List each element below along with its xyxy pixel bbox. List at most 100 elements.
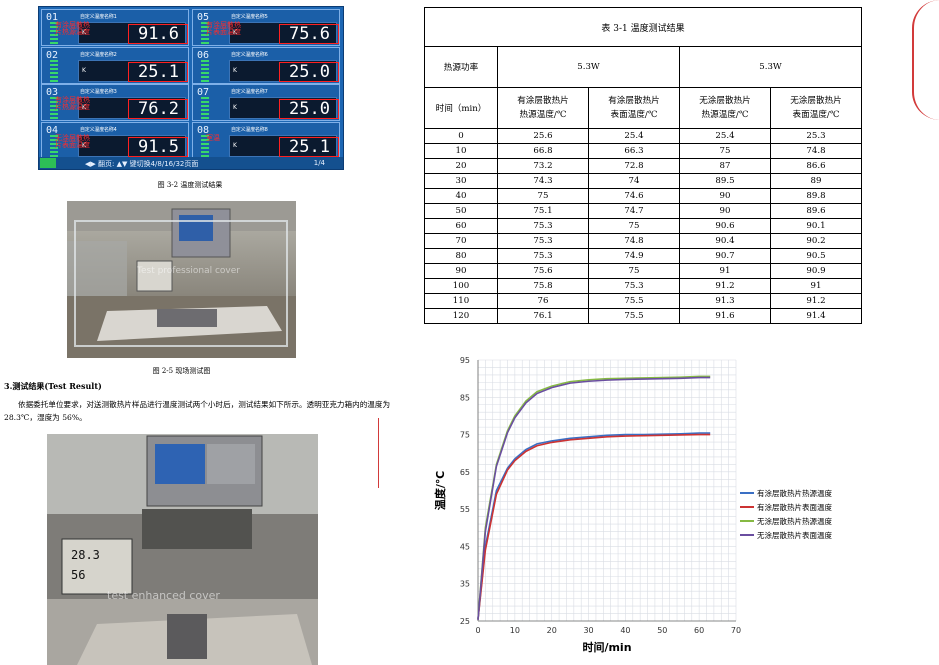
level-bar (50, 113, 58, 115)
highlight-box (128, 136, 188, 157)
table-row: 60 75.3 75 90.6 90.1 (424, 218, 862, 234)
channel-name: 自定义温度名称5 (231, 14, 268, 20)
channel-value: 91.6 (138, 24, 179, 44)
x-tick-label: 70 (731, 626, 741, 635)
channel-number: 01 (46, 12, 59, 23)
level-bar (201, 109, 209, 111)
channel-value: 25.0 (289, 99, 330, 119)
level-bar (50, 71, 58, 74)
highlight-box (279, 61, 339, 82)
channel-annotation: 有涂层散热片热源温度 (55, 21, 90, 36)
figure-caption-3-2: 图 3-2 温度测试结果 (157, 181, 223, 189)
table-row: 110 76 75.5 91.3 91.2 (424, 293, 862, 309)
section-body: 依据委托单位要求，对送测散热片样品进行温度测试两个小时后，测试结果如下所示。透明… (4, 400, 391, 422)
highlight-box (128, 24, 188, 44)
table-cell: 91.3 (679, 293, 771, 309)
table-cell: 76.1 (497, 308, 589, 324)
table-cell: 80 (424, 248, 498, 264)
channel-value: 75.6 (289, 24, 330, 44)
channel-unit: K (82, 29, 86, 36)
table-cell: 110 (424, 293, 498, 309)
channel-unit: K (82, 66, 86, 74)
table-cell: 86.6 (770, 158, 862, 174)
table-cell: 74.7 (588, 203, 680, 219)
table-cell: 89.8 (770, 188, 862, 204)
level-bar (201, 71, 209, 74)
x-axis-label: 时间/min (582, 640, 631, 654)
y-tick-label: 95 (460, 356, 470, 365)
y-tick-label: 85 (460, 393, 470, 402)
level-bar (50, 75, 58, 78)
level-bar (201, 59, 209, 62)
table-cell: 72.8 (588, 158, 680, 174)
table-cell: 120 (424, 308, 498, 324)
channel-value: 25.0 (289, 61, 330, 82)
level-bar (201, 150, 209, 153)
level-bar (50, 150, 58, 153)
channel-name: 自定义温度名称1 (80, 14, 117, 20)
channel-unit: K (233, 29, 237, 36)
channel-unit: K (233, 66, 237, 74)
table-cell: 90.9 (770, 263, 862, 279)
temperature-monitor-screen: 01 自定义温度名称1 K 91.6 有涂层散热片热源温度 02 自定义温度名称2 K 25.1… (38, 6, 344, 170)
table-cell: 91 (770, 278, 862, 294)
channel-value: 91.5 (138, 136, 179, 157)
channel-number: 07 (197, 87, 210, 98)
table-cell: 91.6 (679, 308, 771, 324)
table-cell: 75.5 (588, 308, 680, 324)
thermometer-temp: 28.3 (71, 548, 100, 562)
monitor-page-indicator: 1/4 (313, 159, 325, 167)
channel-number: 04 (46, 124, 59, 136)
level-bar (201, 67, 209, 70)
grid-icon (40, 158, 56, 168)
level-bar (50, 117, 58, 119)
x-tick-label: 10 (510, 626, 520, 635)
channel-unit: K (82, 104, 86, 111)
table-row: 100 75.8 75.3 91.2 91 (424, 278, 862, 294)
x-tick-label: 50 (657, 626, 667, 635)
channel-03: 03 自定义温度名称3 K 76.2 有涂层散热片热源温度 (41, 84, 189, 121)
table-row: 90 75.6 75 91 90.9 (424, 263, 862, 279)
figure-caption-2-5: 图 2-5 现场测试图 (152, 367, 211, 375)
table-cell: 40 (424, 188, 498, 204)
table-cell: 91.2 (679, 278, 771, 294)
table-row: 40 75 74.6 90 89.8 (424, 188, 862, 204)
level-bar (50, 79, 58, 82)
channel-value: 76.2 (138, 99, 179, 119)
channel-name: 自定义温度名称7 (231, 89, 268, 95)
table-cell: 75.3 (497, 248, 589, 264)
series-line (477, 375, 711, 620)
highlight-box (279, 136, 339, 157)
channel-number: 05 (197, 12, 210, 23)
table-cell: 30 (424, 173, 498, 189)
photo-watermark-2: test enhanced cover (107, 589, 220, 602)
channel-annotation: 室温 (206, 133, 220, 142)
level-bar (201, 134, 209, 137)
bench-test-photo: 28.3 56 test enhanced cover (47, 434, 318, 665)
table-cell: 75.5 (588, 293, 680, 309)
table-cell: 90 (679, 203, 771, 219)
level-bar (50, 105, 58, 107)
table-cell: 76 (497, 293, 589, 309)
channel-07: 07 自定义温度名称7 K 25.0 (192, 84, 340, 121)
level-bar (50, 154, 58, 157)
site-test-photo: Test professional cover (67, 201, 296, 358)
channel-value: 25.1 (289, 136, 330, 157)
channel-name: 自定义温度名称6 (231, 51, 268, 58)
level-bar (50, 146, 58, 149)
level-bar (50, 34, 58, 36)
seal-stamp-left (378, 418, 393, 488)
level-bar (201, 154, 209, 157)
table-cell: 25.4 (679, 128, 771, 144)
level-bar (201, 105, 209, 107)
series-line (477, 376, 711, 620)
level-bar (201, 30, 209, 32)
table-cell: 74.8 (588, 233, 680, 249)
channel-name: 自定义温度名称4 (80, 126, 117, 133)
channel-number: 06 (197, 49, 210, 61)
channel-number: 03 (46, 87, 59, 98)
channel-06: 06 自定义温度名称6 K 25.0 (192, 46, 340, 84)
legend-label: 无涂层散热片热源温度 (757, 516, 832, 526)
table-cell: 90.2 (770, 233, 862, 249)
table-row: 120 76.1 75.5 91.6 91.4 (424, 308, 862, 324)
